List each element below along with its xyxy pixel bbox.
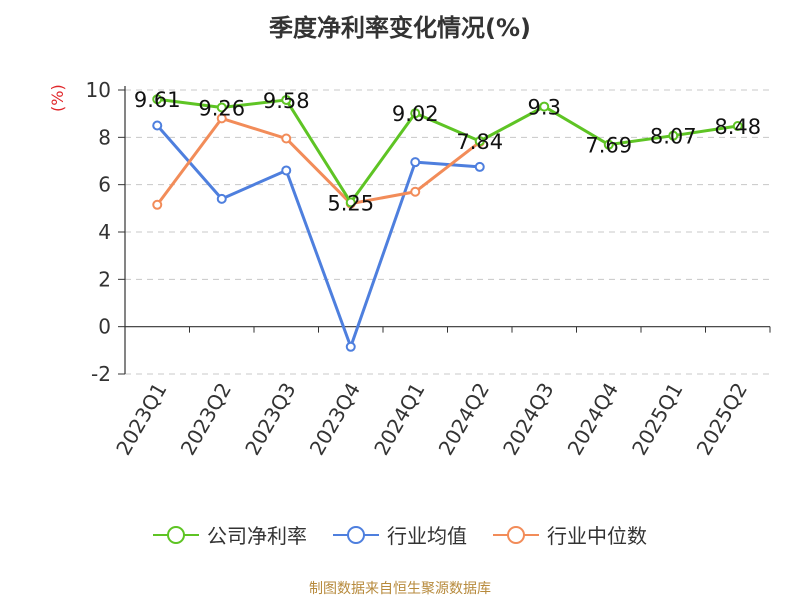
x-tick-label: 2024Q2 bbox=[434, 379, 494, 460]
data-point bbox=[410, 157, 421, 168]
x-tick-label: 2025Q2 bbox=[692, 379, 752, 460]
data-point bbox=[216, 193, 227, 204]
data-point bbox=[539, 101, 550, 112]
y-tick-labels: -2 0 2 4 6 8 10 bbox=[86, 78, 111, 386]
x-tick-label: 2023Q4 bbox=[305, 379, 365, 460]
data-point bbox=[345, 197, 356, 208]
data-point bbox=[410, 108, 421, 119]
data-point bbox=[152, 94, 163, 105]
data-point bbox=[345, 341, 356, 352]
series-lines bbox=[152, 94, 743, 352]
legend-item-industry-median[interactable]: 行业中位数 bbox=[493, 520, 647, 549]
data-point bbox=[668, 130, 679, 141]
data-label: 7.84 bbox=[456, 130, 503, 154]
data-label: 9.3 bbox=[528, 96, 561, 120]
data-point bbox=[474, 161, 485, 172]
x-tick-labels: 2023Q1 2023Q2 2023Q3 2023Q4 2024Q1 2024Q2 2024… bbox=[111, 379, 752, 460]
data-point bbox=[152, 120, 163, 131]
data-label: 8.07 bbox=[650, 125, 697, 149]
legend-label: 公司净利率 bbox=[207, 524, 307, 548]
y-tick-label: 8 bbox=[98, 125, 111, 149]
data-point bbox=[216, 102, 227, 113]
data-point bbox=[732, 120, 743, 131]
x-tick-label: 2025Q1 bbox=[627, 379, 687, 460]
x-tick-label: 2024Q1 bbox=[369, 379, 429, 460]
data-point bbox=[603, 139, 614, 150]
x-tick-label: 2023Q2 bbox=[176, 379, 236, 460]
legend-item-company[interactable]: 公司净利率 bbox=[153, 520, 307, 549]
line-chart: -2 0 2 4 6 8 10 2023Q1 2023Q2 2023Q3 2023Q4 2024Q1… bbox=[86, 78, 771, 460]
data-point bbox=[152, 199, 163, 210]
y-tick-label: 4 bbox=[98, 220, 111, 244]
axes bbox=[118, 86, 771, 375]
series-line bbox=[157, 97, 738, 204]
x-tick-label: 2024Q4 bbox=[563, 379, 623, 460]
legend-item-industry-average[interactable]: 行业均值 bbox=[333, 520, 467, 549]
x-tick-label: 2023Q1 bbox=[111, 379, 171, 460]
data-label: 7.69 bbox=[585, 134, 632, 158]
data-point bbox=[216, 113, 227, 124]
data-point bbox=[281, 165, 292, 176]
legend-marker-icon bbox=[333, 525, 379, 544]
series-line bbox=[156, 116, 481, 206]
y-tick-label: 10 bbox=[86, 78, 111, 102]
data-point bbox=[281, 133, 292, 144]
data-label: 8.48 bbox=[714, 115, 761, 139]
legend-label: 行业中位数 bbox=[547, 524, 647, 548]
legend-marker-icon bbox=[153, 525, 199, 544]
data-label: 9.61 bbox=[134, 88, 181, 112]
source-footnote: 制图数据来自恒生聚源数据库 bbox=[309, 581, 491, 597]
y-tick-label: 2 bbox=[98, 267, 111, 291]
series-line bbox=[156, 124, 480, 349]
legend-marker-icon bbox=[493, 525, 539, 544]
x-tick-label: 2024Q3 bbox=[498, 379, 558, 460]
grid-lines bbox=[125, 89, 770, 375]
data-label: 9.02 bbox=[392, 102, 439, 126]
legend: 公司净利率 行业均值 行业中位数 bbox=[0, 520, 800, 549]
data-labels: 9.61 9.26 9.58 5.25 9.02 7.84 9.3 7.69 8.07 8.48 bbox=[134, 88, 761, 215]
data-label: 9.58 bbox=[263, 89, 310, 113]
y-tick-label: 6 bbox=[98, 173, 111, 197]
chart-title: 季度净利率变化情况(%) bbox=[269, 14, 531, 42]
data-point bbox=[281, 94, 292, 105]
y-tick-label: 0 bbox=[98, 315, 111, 339]
data-point bbox=[474, 136, 485, 147]
data-point bbox=[410, 186, 421, 197]
data-label: 5.25 bbox=[327, 191, 374, 215]
legend-label: 行业均值 bbox=[387, 524, 467, 548]
x-tick-label: 2023Q3 bbox=[240, 379, 300, 460]
y-tick-label: -2 bbox=[91, 362, 111, 386]
data-label: 9.26 bbox=[198, 97, 245, 121]
